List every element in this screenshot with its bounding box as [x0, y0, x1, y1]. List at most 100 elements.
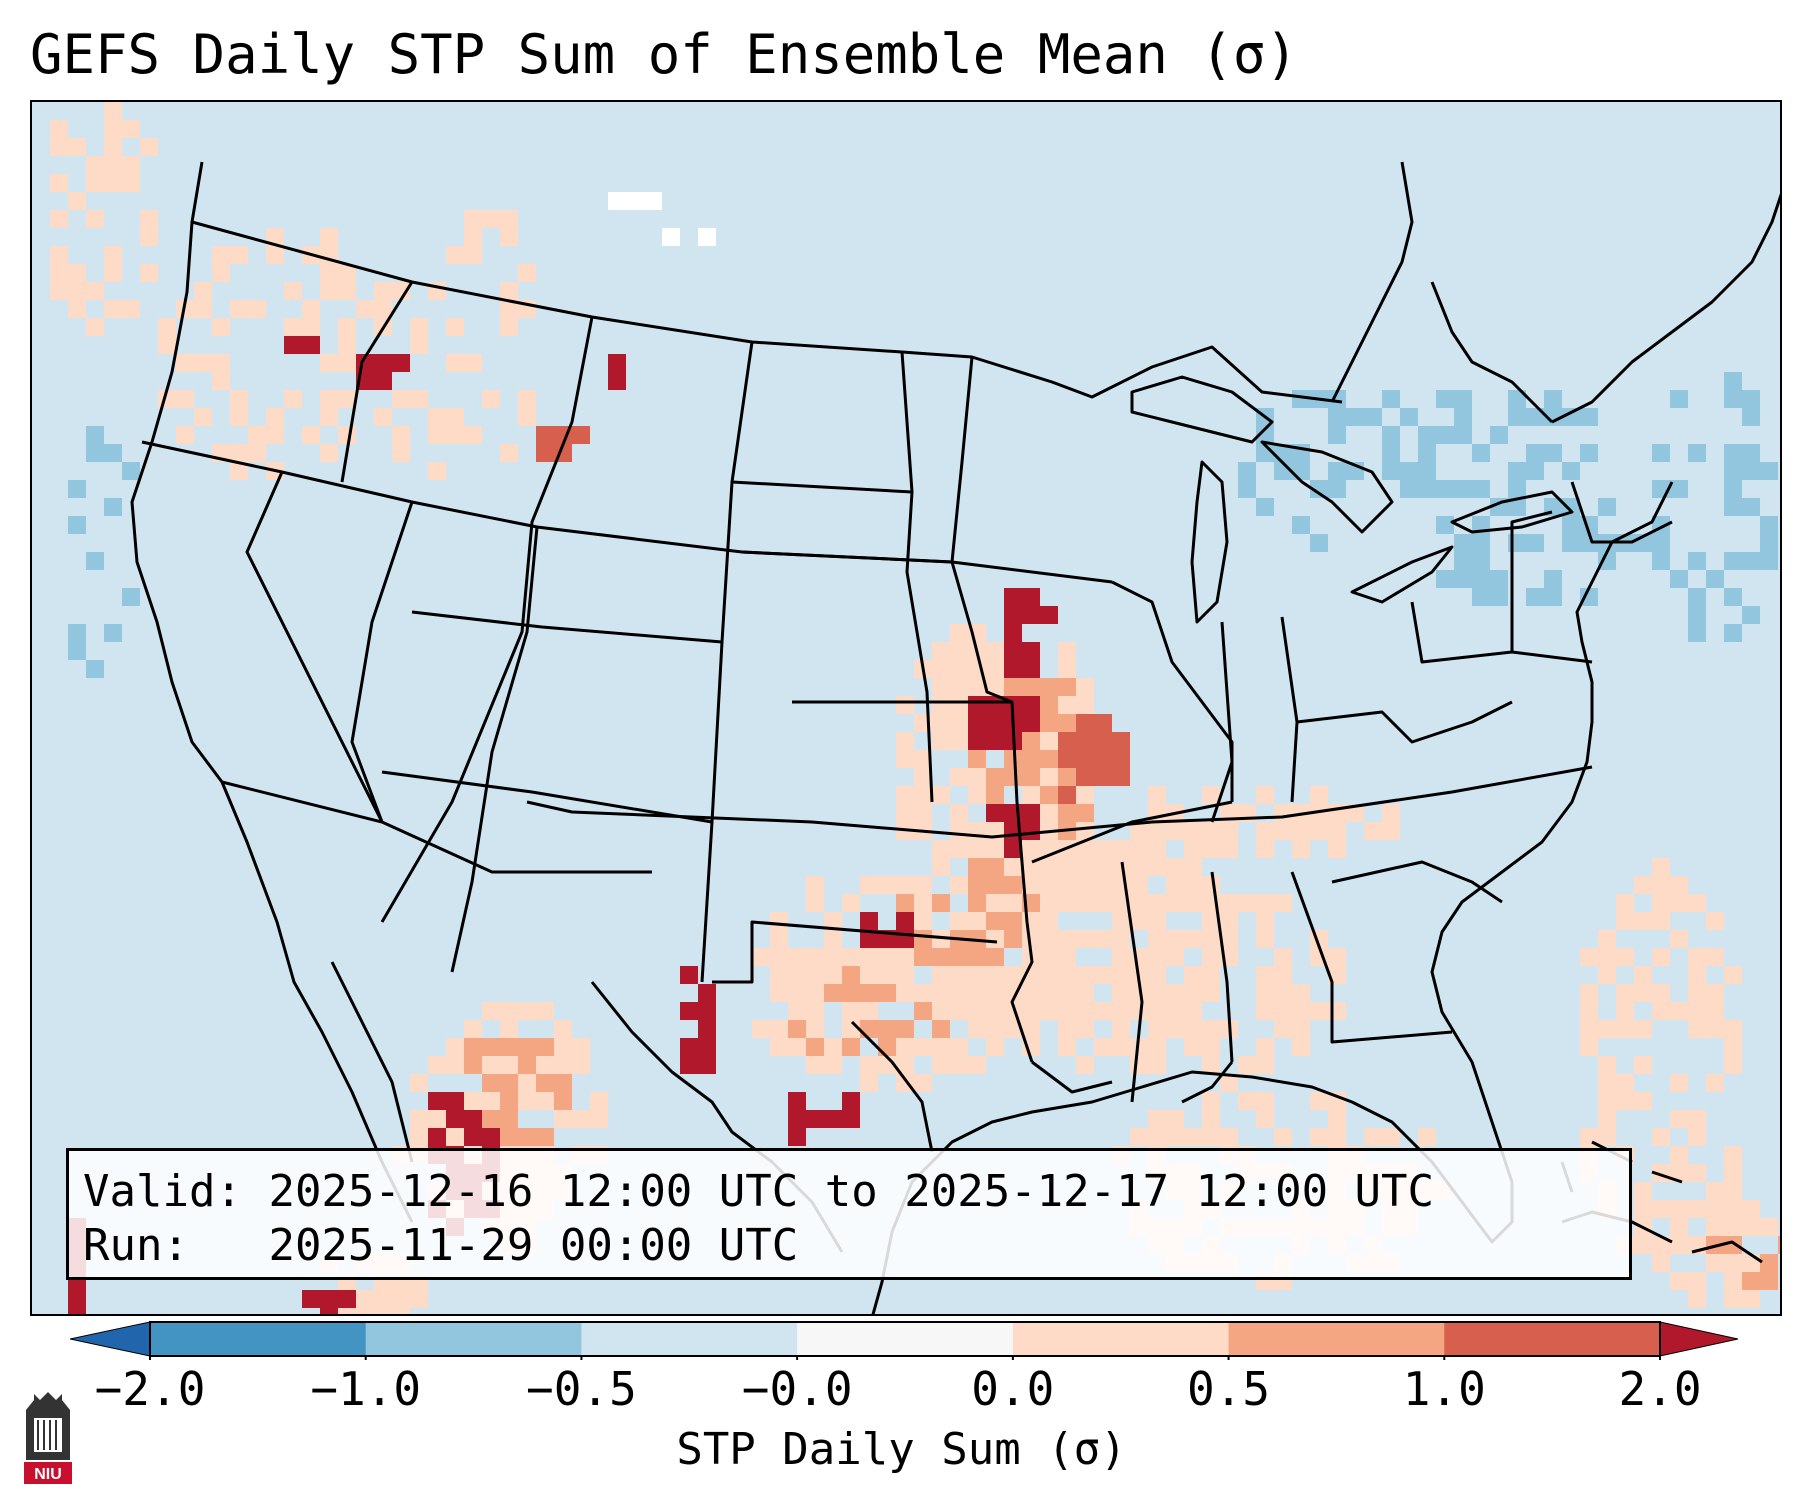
field-cell [1598, 1092, 1616, 1110]
field-cell [1598, 498, 1616, 516]
field-cell [1040, 930, 1058, 948]
field-cell [68, 264, 86, 282]
field-cell [536, 1128, 554, 1146]
field-cell [1256, 912, 1274, 930]
field-cell [1544, 408, 1562, 426]
field-cell [536, 1074, 554, 1092]
field-cell [1580, 408, 1598, 426]
field-cell [1580, 534, 1598, 552]
field-cell [1058, 948, 1076, 966]
map-panel[interactable] [30, 100, 1782, 1316]
field-cell [1688, 1272, 1706, 1290]
field-cell [1580, 948, 1598, 966]
field-cell [770, 1038, 788, 1056]
field-cell [212, 354, 230, 372]
field-cell [1724, 1020, 1742, 1038]
field-cell [500, 282, 518, 300]
field-cell [1706, 1254, 1724, 1272]
field-cell [1166, 876, 1184, 894]
field-cell [1184, 894, 1202, 912]
field-cell [104, 624, 122, 642]
field-cell [1778, 1236, 1780, 1254]
field-cell [932, 732, 950, 750]
field-cell [932, 894, 950, 912]
field-cell [1220, 930, 1238, 948]
run-label: Run: [83, 1220, 189, 1271]
field-cell [1688, 948, 1706, 966]
field-cell [86, 318, 104, 336]
field-cell [1742, 1290, 1760, 1308]
field-cell [1004, 894, 1022, 912]
field-cell [464, 246, 482, 264]
field-cell [86, 282, 104, 300]
colorbar-tick-label: −0.5 [526, 1362, 637, 1416]
field-cell [698, 984, 716, 1002]
field-cell [1058, 678, 1076, 696]
field-cell [1256, 1110, 1274, 1128]
field-cell [1202, 1020, 1220, 1038]
field-cell [1328, 840, 1346, 858]
field-cell [1058, 696, 1076, 714]
field-cell [86, 156, 104, 174]
field-cell [302, 426, 320, 444]
field-cell [1256, 984, 1274, 1002]
field-cell [1040, 786, 1058, 804]
field-cell [1148, 930, 1166, 948]
field-cell [1076, 1020, 1094, 1038]
field-cell [1706, 1020, 1724, 1038]
field-cell [1562, 408, 1580, 426]
field-cell [1130, 1128, 1148, 1146]
field-cell [1184, 1002, 1202, 1020]
field-cell [842, 1110, 860, 1128]
field-cell [1490, 570, 1508, 588]
field-cell [932, 714, 950, 732]
field-cell [1616, 894, 1634, 912]
field-cell [1256, 894, 1274, 912]
field-cell [1454, 534, 1472, 552]
field-cell [1148, 840, 1166, 858]
field-cell [1382, 390, 1400, 408]
field-cell [932, 858, 950, 876]
field-cell [1058, 768, 1076, 786]
field-cell [1058, 786, 1076, 804]
field-cell [1616, 1002, 1634, 1020]
field-cell [1652, 1236, 1670, 1254]
colorbar-extend-high [1659, 1321, 1739, 1357]
field-cell [338, 318, 356, 336]
field-cell [1724, 1290, 1742, 1308]
field-cell [320, 408, 338, 426]
field-cell [1220, 1128, 1238, 1146]
field-cell [1148, 786, 1166, 804]
field-cell [410, 336, 428, 354]
field-cell [1382, 1128, 1400, 1146]
field-cell [1220, 1074, 1238, 1092]
field-cell [1112, 912, 1130, 930]
field-cell [374, 354, 392, 372]
colorbar-segment [581, 1322, 798, 1356]
field-cell [1742, 390, 1760, 408]
field-cell [1220, 912, 1238, 930]
field-cell [464, 228, 482, 246]
field-cell [1148, 1038, 1166, 1056]
field-cell [1022, 786, 1040, 804]
field-cell [986, 930, 1004, 948]
field-cell [1598, 552, 1616, 570]
field-cell [68, 1308, 86, 1314]
field-cell [896, 732, 914, 750]
field-cell [1598, 1074, 1616, 1092]
field-cell [1166, 1002, 1184, 1020]
field-cell [1544, 588, 1562, 606]
field-cell [1418, 480, 1436, 498]
field-cell [158, 336, 176, 354]
field-cell [86, 174, 104, 192]
field-cell [1076, 930, 1094, 948]
field-cell [1670, 1146, 1688, 1164]
field-cell [86, 660, 104, 678]
field-cell [1724, 1272, 1742, 1290]
field-cell [500, 228, 518, 246]
field-cell [1076, 876, 1094, 894]
field-cell [338, 354, 356, 372]
field-cell [68, 1290, 86, 1308]
field-cell [50, 210, 68, 228]
field-cell [914, 768, 932, 786]
